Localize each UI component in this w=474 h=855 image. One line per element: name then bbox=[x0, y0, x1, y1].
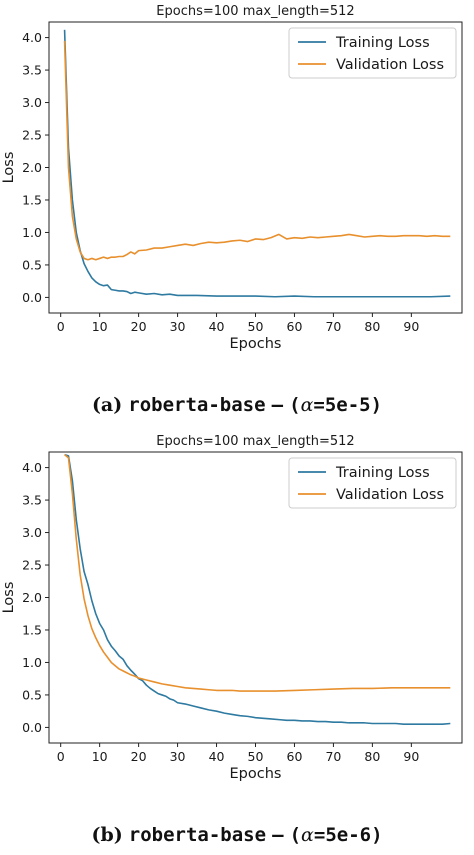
caption-a: (a) roberta-base – (α=5e-5) bbox=[0, 394, 474, 416]
caption-paren-close: ) bbox=[370, 394, 383, 416]
series-line-training-loss bbox=[63, 29, 451, 298]
y-tick-label: 4.0 bbox=[22, 30, 42, 45]
caption-b: (b) roberta-base – (α=5e-6) bbox=[0, 824, 474, 846]
y-tick-label: 2.5 bbox=[22, 128, 42, 143]
caption-tag: (b) bbox=[91, 824, 123, 846]
legend-entry: Training Loss bbox=[335, 35, 430, 51]
x-tick-label: 50 bbox=[248, 319, 264, 334]
x-axis-label: Epochs bbox=[230, 336, 282, 352]
y-tick-label: 2.0 bbox=[22, 590, 42, 605]
x-tick-label: 0 bbox=[57, 319, 65, 334]
x-tick-label: 20 bbox=[131, 319, 147, 334]
caption-model: roberta-base bbox=[128, 394, 266, 416]
chart-title: Epochs=100 max_length=512 bbox=[156, 434, 354, 449]
x-tick-label: 70 bbox=[325, 319, 341, 334]
legend bbox=[288, 457, 457, 509]
caption-alpha: α bbox=[300, 394, 314, 416]
x-tick-label: 90 bbox=[403, 319, 419, 334]
chart-b: Epochs=100 max_length=512 0 10 20 30 40 50 60 70… bbox=[1, 434, 463, 782]
caption-lr: =5e-5 bbox=[313, 394, 371, 416]
y-tick-label: 3.0 bbox=[22, 525, 42, 540]
y-axis-label: Loss bbox=[1, 582, 17, 614]
y-tick-label: 2.0 bbox=[22, 160, 42, 175]
x-tick-label: 40 bbox=[209, 749, 225, 764]
y-tick-label: 0.5 bbox=[22, 257, 42, 272]
y-tick-label: 3.5 bbox=[22, 63, 42, 78]
caption-lr: =5e-6 bbox=[313, 824, 372, 846]
legend-entry: Validation Loss bbox=[336, 487, 444, 503]
series-line-validation-loss bbox=[63, 40, 451, 261]
y-tick-label: 1.0 bbox=[22, 655, 42, 670]
x-tick-label: 60 bbox=[287, 749, 303, 764]
chart-title: Epochs=100 max_length=512 bbox=[156, 4, 354, 19]
caption-model: roberta-base bbox=[128, 824, 267, 846]
y-axis-label: Loss bbox=[1, 152, 17, 184]
x-tick-label: 30 bbox=[170, 749, 186, 764]
y-tick-label: 3.0 bbox=[22, 95, 42, 110]
y-tick-label: 0.5 bbox=[22, 687, 42, 702]
x-tick-label: 20 bbox=[131, 749, 147, 764]
legend-entry: Training Loss bbox=[335, 465, 430, 481]
x-tick-label: 80 bbox=[364, 319, 380, 334]
x-tick-label: 10 bbox=[92, 319, 108, 334]
y-tick-label: 3.5 bbox=[22, 493, 42, 508]
series-line-training-loss bbox=[64, 453, 451, 725]
y-tick-label: 0.0 bbox=[22, 290, 42, 305]
x-tick-label: 30 bbox=[170, 319, 186, 334]
y-tick-label: 4.0 bbox=[22, 460, 42, 475]
x-tick-label: 40 bbox=[209, 319, 225, 334]
x-tick-label: 60 bbox=[287, 319, 303, 334]
y-tick-label: 0.0 bbox=[22, 720, 42, 735]
x-tick-label: 10 bbox=[92, 749, 108, 764]
x-tick-label: 50 bbox=[248, 749, 264, 764]
chart-a: Epochs=100 max_length=512 0 10 20 30 40 50 60 70… bbox=[1, 4, 463, 352]
x-tick-label: 70 bbox=[325, 749, 341, 764]
caption-paren-close: ) bbox=[371, 824, 383, 846]
x-tick-label: 90 bbox=[403, 749, 419, 764]
caption-alpha: α bbox=[301, 824, 314, 846]
y-tick-label: 1.5 bbox=[22, 622, 42, 637]
series-line-validation-loss bbox=[64, 453, 451, 692]
y-tick-label: 1.0 bbox=[22, 225, 42, 240]
x-tick-label: 0 bbox=[57, 749, 65, 764]
caption-separator: – bbox=[272, 824, 284, 846]
caption-separator: – bbox=[271, 394, 284, 416]
y-tick-label: 1.5 bbox=[22, 192, 42, 207]
x-tick-label: 80 bbox=[364, 749, 380, 764]
x-axis-label: Epochs bbox=[230, 766, 282, 782]
caption-paren-open: ( bbox=[289, 394, 301, 416]
caption-tag: (a) bbox=[91, 394, 123, 416]
y-tick-label: 2.5 bbox=[22, 558, 42, 573]
legend-entry: Validation Loss bbox=[336, 57, 444, 73]
legend bbox=[288, 27, 457, 79]
caption-paren-open: ( bbox=[289, 824, 302, 846]
